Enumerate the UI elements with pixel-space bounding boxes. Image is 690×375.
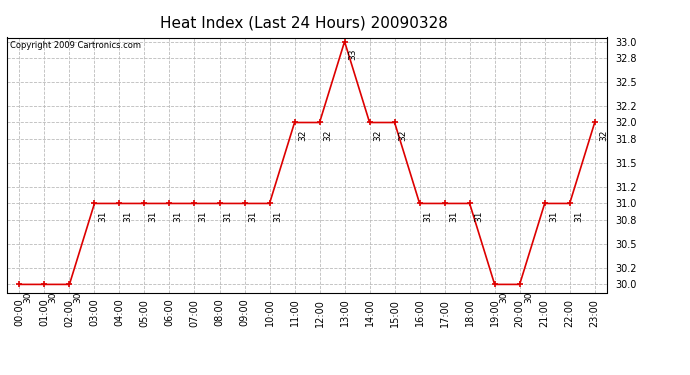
- Text: 32: 32: [399, 130, 408, 141]
- Text: 31: 31: [474, 211, 483, 222]
- Text: 30: 30: [499, 292, 508, 303]
- Text: 33: 33: [348, 49, 357, 60]
- Text: 31: 31: [424, 211, 433, 222]
- Text: 30: 30: [74, 292, 83, 303]
- Text: 31: 31: [274, 211, 283, 222]
- Text: 32: 32: [299, 130, 308, 141]
- Text: 31: 31: [549, 211, 558, 222]
- Text: 31: 31: [574, 211, 583, 222]
- Text: 31: 31: [174, 211, 183, 222]
- Text: Copyright 2009 Cartronics.com: Copyright 2009 Cartronics.com: [10, 41, 141, 50]
- Text: 30: 30: [524, 292, 533, 303]
- Text: 30: 30: [23, 292, 32, 303]
- Text: 32: 32: [324, 130, 333, 141]
- Text: 31: 31: [248, 211, 257, 222]
- Text: Heat Index (Last 24 Hours) 20090328: Heat Index (Last 24 Hours) 20090328: [159, 15, 448, 30]
- Text: 31: 31: [199, 211, 208, 222]
- Text: 32: 32: [374, 130, 383, 141]
- Text: 31: 31: [224, 211, 233, 222]
- Text: 31: 31: [148, 211, 157, 222]
- Text: 31: 31: [124, 211, 132, 222]
- Text: 32: 32: [599, 130, 608, 141]
- Text: 31: 31: [99, 211, 108, 222]
- Text: 31: 31: [448, 211, 457, 222]
- Text: 30: 30: [48, 292, 57, 303]
